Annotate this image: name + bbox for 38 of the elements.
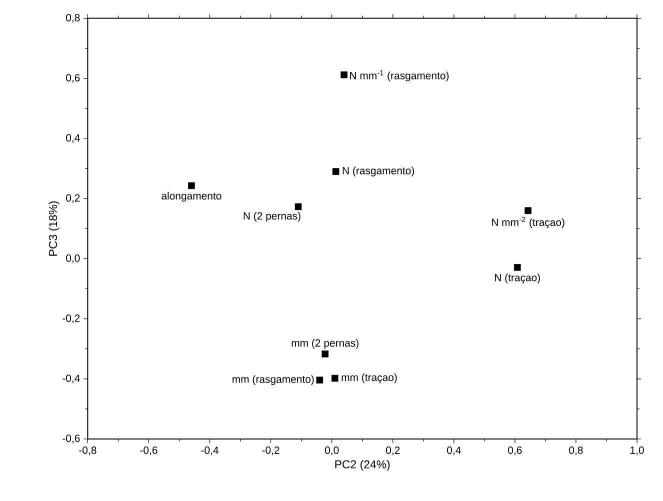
x-tick-label: -0,6 [140, 446, 158, 456]
x-tick-label: -0,2 [262, 446, 280, 456]
annotation: alongamento [162, 192, 222, 202]
point [294, 203, 302, 210]
point [188, 182, 195, 190]
x-tick-label: 0,0 [324, 446, 339, 456]
x-tick-label: 0,8 [569, 446, 583, 456]
annotation: mm (rasgamento) [232, 375, 314, 385]
y-tick-label: -0,2 [62, 314, 80, 324]
point [514, 264, 521, 271]
y-tick-label: 0,6 [66, 74, 80, 83]
annotation: N (traçao) [494, 274, 540, 284]
y-tick-label: 0,2 [66, 194, 80, 203]
point [331, 374, 338, 382]
point [322, 350, 329, 358]
y-tick-label: 0,0 [66, 254, 80, 264]
point [340, 71, 348, 78]
y-tick-label: -0,4 [62, 374, 80, 384]
annotation: N mm$^{-2}$ (traçao) [492, 216, 564, 228]
x-tick-label: 0,6 [508, 446, 522, 456]
y-tick-label: 0,4 [66, 134, 80, 143]
annotation: N (rasgamento) [342, 166, 414, 176]
x-axis-title: PC2 (24%) [335, 460, 390, 471]
x-tick-label: 1,0 [630, 446, 644, 456]
point [316, 376, 324, 384]
annotation: mm (2 pernas) [292, 339, 358, 349]
y-tick-label: 0,8 [66, 14, 80, 23]
x-tick-label: 0,2 [386, 446, 400, 456]
y-tick-label: -0,6 [62, 434, 80, 444]
y-axis-title: PC3 (18%) [48, 201, 60, 256]
annotation: mm (traçao) [342, 373, 397, 384]
x-tick-label: 0,4 [447, 446, 461, 456]
annotation: N mm$^{-1}$ (rasgamento) [350, 70, 449, 82]
annotation: N (2 pernas) [244, 212, 300, 222]
x-tick-label: -0,8 [79, 446, 96, 456]
point [524, 207, 532, 214]
point [332, 168, 340, 175]
x-tick-label: -0,4 [201, 446, 218, 456]
